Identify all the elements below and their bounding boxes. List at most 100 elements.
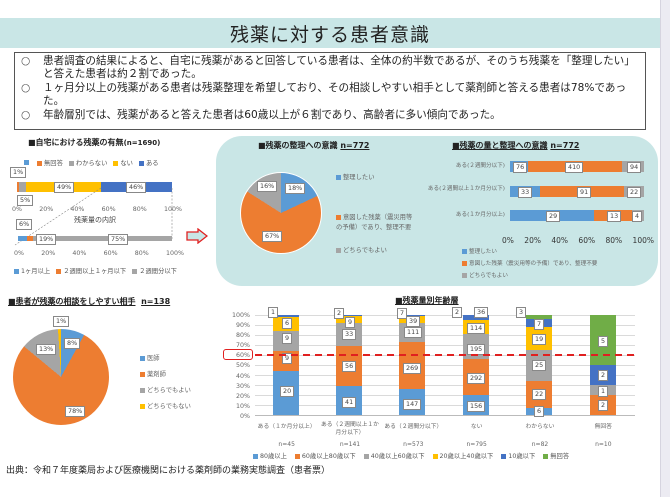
data-label: 156 (467, 401, 486, 412)
data-label: 29 (546, 211, 561, 222)
data-label: 41 (342, 397, 357, 408)
data-label: 9 (345, 317, 356, 328)
legend-item: 整理したい (336, 172, 374, 181)
x-axis-ticks: 0% 20% 40% 60% 80% 100% (12, 206, 182, 213)
data-label: 7 (534, 319, 545, 330)
gridline (255, 375, 635, 376)
right-arrow-icon (186, 228, 208, 244)
data-label: 13% (36, 344, 57, 355)
legend-item: 薬剤師 (140, 369, 166, 378)
right-edge-strip (660, 0, 670, 497)
sub-chart-title: 残薬量の内訳 (74, 216, 116, 224)
data-label: 18% (285, 183, 306, 194)
data-label: 91 (577, 187, 592, 198)
data-label: 76 (513, 162, 528, 173)
data-label: 5% (17, 195, 34, 206)
title-bar: 残薬に対する患者意識 (0, 18, 660, 48)
data-label: 147 (403, 399, 422, 410)
data-label: 3 (516, 307, 527, 318)
data-label: 111 (404, 327, 423, 338)
data-label: 39 (406, 316, 421, 327)
data-label: 8% (64, 338, 81, 349)
x-axis-line (255, 415, 635, 416)
legend-item: 意図した残薬（震災用等の予備）であり、整理不要 (462, 259, 597, 267)
data-label: 33 (342, 329, 357, 340)
gridline (255, 365, 635, 366)
stacked-bar-leftover-amount (18, 236, 172, 241)
data-label: 78% (65, 406, 86, 417)
data-label: 5 (598, 336, 609, 347)
gridline (255, 395, 635, 396)
summary-point: ○ 年齢層別では、残薬があると答えた患者は60歳以上が６割であり、高齢者に多い傾向… (21, 109, 639, 122)
bullet-circle-icon: ○ (21, 81, 31, 94)
data-label: 46% (126, 182, 147, 193)
x-axis-ticks: 0% 20% 40% 60% 80% 100% (14, 250, 184, 257)
data-label: 19% (36, 234, 57, 245)
pie-consult-partner (12, 328, 110, 426)
legend-item: 意図した残薬（震災用等の予備）であり、整理不要 (336, 214, 413, 231)
x-axis-ticks: 0% 20% 40% 60% 80% 100% (502, 236, 654, 245)
data-label: 4 (632, 211, 643, 222)
data-label: 67% (262, 231, 283, 242)
data-label: 2 (334, 308, 345, 319)
x-axis-categories: ある（１か月分以上） ある（２週間以上１か月分以下） ある（２週間分以下） ない… (257, 422, 612, 436)
data-label: 22 (532, 389, 547, 400)
gridline (255, 325, 635, 326)
data-label: 56 (342, 361, 357, 372)
category-label: ある(１か月分以上) (455, 212, 505, 218)
category-label: ある(２週間分以下) (455, 163, 505, 169)
data-label: 7 (397, 308, 408, 319)
page-title: 残薬に対する患者意識 (229, 23, 430, 46)
legend-item: 整理したい (462, 247, 497, 255)
data-label: 114 (467, 323, 486, 334)
data-label: 1% (10, 167, 27, 178)
data-label: 13 (607, 211, 622, 222)
highlight-60-percent (223, 349, 253, 360)
legend-item: どちらでもよい (336, 245, 387, 254)
data-label: 49% (54, 182, 75, 193)
chart-title-amount-by-age: ■残薬量別年齢層 (395, 296, 459, 305)
legend-home-leftover: 無回答 わからない ない ある (24, 158, 159, 167)
legend-item: どちらでもよい (462, 271, 508, 279)
data-label: 9 (282, 333, 293, 344)
data-label: 25 (532, 360, 547, 371)
data-label: 94 (627, 162, 642, 173)
data-label: 269 (403, 363, 422, 374)
data-label: 75% (108, 234, 129, 245)
legend-amount-by-age: 80歳以上 60歳以上80歳以下 40歳以上60歳以下 20歳以上40歳以下 1… (253, 451, 569, 460)
chart-title-consult-partner: ■患者が残薬の相談をしやすい相手 n=138 (8, 297, 171, 306)
bullet-circle-icon: ○ (21, 108, 31, 121)
gridline (255, 385, 635, 386)
data-label: 9 (282, 353, 293, 364)
data-label: 1 (268, 307, 279, 318)
summary-box: ○ 患者調査の結果によると、自宅に残薬があると回答している患者は、全体の約半数であ… (14, 52, 646, 130)
data-label: 33 (518, 187, 533, 198)
category-label: ある(２週間以上１か月分以下) (427, 186, 505, 192)
data-label: 410 (565, 162, 584, 173)
summary-text: １ヶ月分以上の残薬がある患者は残薬整理を希望しており、その相談しやすい相手として… (43, 81, 627, 108)
legend-item: 医師 (140, 353, 160, 362)
data-label: 2 (452, 307, 463, 318)
data-label: 36 (474, 307, 489, 318)
data-label: 6% (16, 219, 33, 230)
data-label: 19 (532, 334, 547, 345)
data-label: 16% (257, 181, 278, 192)
data-label: 292 (467, 373, 486, 384)
gridline (255, 315, 635, 316)
summary-point: ○ 患者調査の結果によると、自宅に残薬があると回答している患者は、全体の約半数であ… (21, 55, 639, 82)
summary-point: ○ １ヶ月分以上の残薬がある患者は残薬整理を希望しており、その相談しやすい相手とし… (21, 82, 639, 109)
data-label: 1% (53, 316, 70, 327)
chart-title-home-leftover: ■自宅における残薬の有無(n=1690) (28, 138, 161, 147)
data-label: 6 (534, 406, 545, 417)
gridline (255, 335, 635, 336)
legend-item: どちらでもない (140, 401, 191, 410)
y-axis-ticks: 100% 90% 80% 70% 60% 50% 40% 30% 20% 10% 0% (231, 312, 250, 420)
data-label: 6 (282, 318, 293, 329)
legend-leftover-amount: 1ヶ月以上 ２週間以上１ヶ月以下 ２週間分以下 (14, 266, 177, 275)
gridline (255, 405, 635, 406)
gridline (255, 345, 635, 346)
data-label: 2 (598, 400, 609, 411)
data-label: 1 (598, 386, 609, 397)
x-axis-n-counts: n=45 n=141 n=573 n=795 n=82 n=10 (278, 441, 612, 448)
